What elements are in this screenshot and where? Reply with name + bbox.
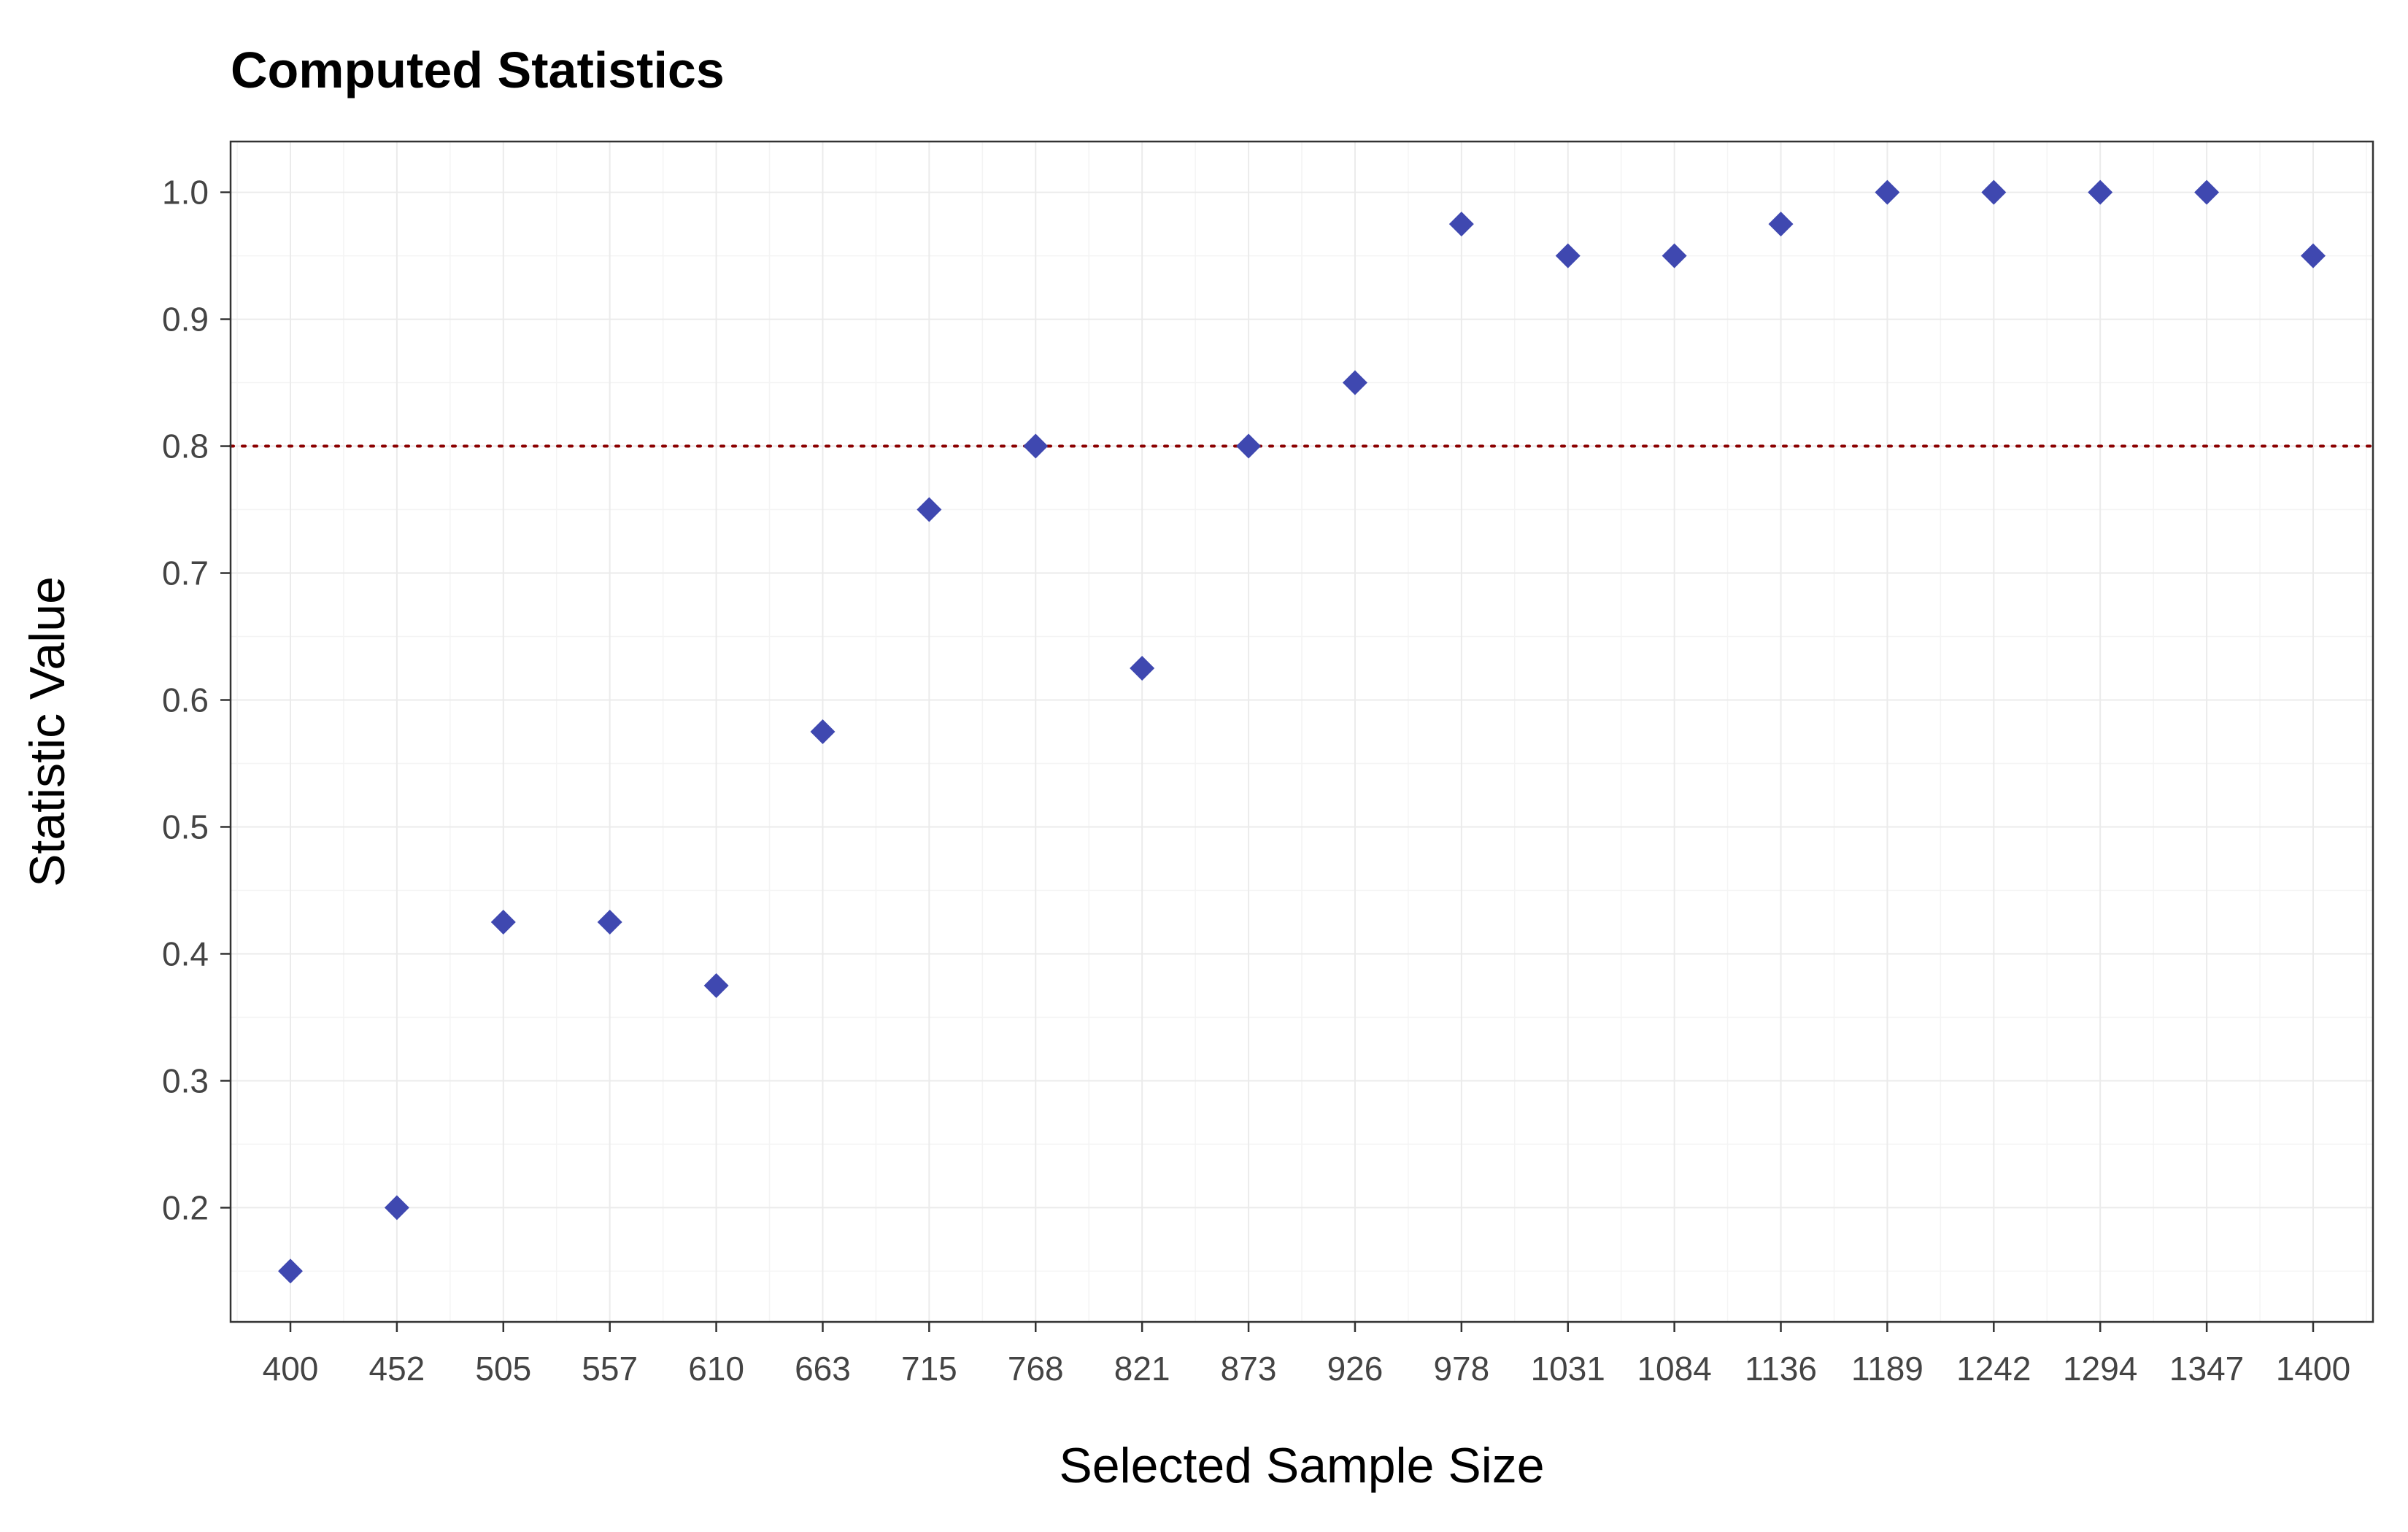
- data-points: [278, 179, 2326, 1284]
- x-tick-label: 926: [1327, 1350, 1384, 1388]
- data-point: [1662, 243, 1687, 268]
- y-tick-label: 0.8: [162, 428, 209, 465]
- y-tick-label: 0.9: [162, 301, 209, 338]
- data-point: [1342, 370, 1367, 395]
- x-tick-label: 873: [1221, 1350, 1277, 1388]
- data-point: [1023, 433, 1049, 459]
- x-tick-label: 400: [263, 1350, 319, 1388]
- x-tick-label: 1294: [2063, 1350, 2137, 1388]
- data-point: [810, 719, 836, 744]
- y-tick-label: 0.6: [162, 681, 209, 719]
- x-tick-label: 1031: [1531, 1350, 1605, 1388]
- data-point: [2194, 179, 2220, 205]
- x-tick-label: 821: [1114, 1350, 1170, 1388]
- y-tick-label: 0.3: [162, 1061, 209, 1099]
- data-point: [278, 1258, 303, 1284]
- chart-title: Computed Statistics: [231, 42, 725, 98]
- x-tick-label: 1400: [2276, 1350, 2350, 1388]
- y-axis: 0.2 0.3 0.4 0.5 0.6 0.7 0.8 0.9 1.0: [162, 174, 231, 1226]
- data-point: [703, 972, 729, 998]
- data-point: [490, 909, 516, 935]
- y-tick-label: 1.0: [162, 174, 209, 212]
- data-point: [1875, 179, 1900, 205]
- x-tick-label: 505: [475, 1350, 531, 1388]
- x-tick-label: 768: [1008, 1350, 1064, 1388]
- data-point: [1448, 212, 1474, 237]
- grid: [231, 142, 2373, 1322]
- x-tick-label: 663: [795, 1350, 851, 1388]
- y-axis-title: Statistic Value: [20, 576, 75, 887]
- data-point: [1130, 656, 1155, 681]
- x-axis-title: Selected Sample Size: [1059, 1438, 1544, 1493]
- data-point: [2301, 243, 2326, 268]
- x-tick-label: 452: [369, 1350, 425, 1388]
- plot-panel: [229, 140, 2374, 1323]
- x-axis: 400 452 505 557 610 663 715 768 821 873 926 978 1031…: [263, 1322, 2350, 1388]
- data-point: [384, 1195, 409, 1220]
- x-tick-label: 610: [688, 1350, 744, 1388]
- x-tick-label: 715: [901, 1350, 957, 1388]
- x-tick-label: 978: [1433, 1350, 1489, 1388]
- x-tick-label: 1347: [2169, 1350, 2244, 1388]
- data-point: [1236, 433, 1262, 459]
- data-point: [1555, 243, 1581, 268]
- x-tick-label: 1136: [1745, 1350, 1817, 1388]
- x-tick-label: 1189: [1851, 1350, 1923, 1388]
- y-tick-label: 0.5: [162, 808, 209, 846]
- data-point: [2088, 179, 2113, 205]
- data-point: [1768, 212, 1794, 237]
- data-point: [1981, 179, 2007, 205]
- y-tick-label: 0.7: [162, 554, 209, 592]
- data-point: [597, 909, 622, 935]
- y-tick-label: 0.2: [162, 1188, 209, 1226]
- x-tick-label: 1242: [1956, 1350, 2031, 1388]
- data-point: [916, 497, 942, 522]
- x-tick-label: 557: [582, 1350, 638, 1388]
- x-tick-label: 1084: [1637, 1350, 1711, 1388]
- y-tick-label: 0.4: [162, 935, 209, 972]
